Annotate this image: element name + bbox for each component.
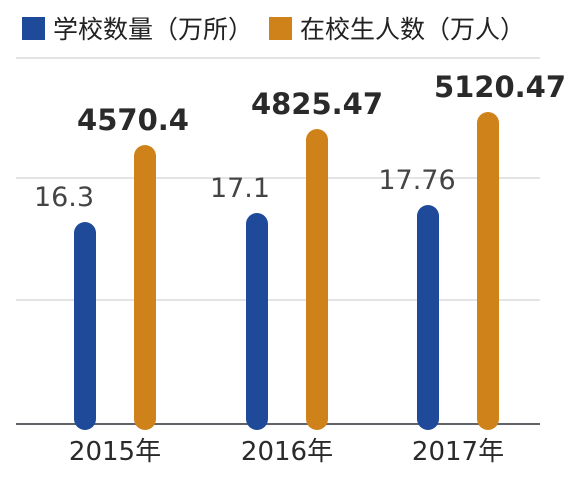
student-bar-0 (134, 145, 156, 430)
legend-label-schools: 学校数量（万所） (53, 15, 254, 44)
student-bar-1 (306, 129, 328, 430)
legend-swatch-students (269, 16, 293, 40)
x-tick-label-0: 2015年 (69, 437, 161, 467)
school-value-label-2: 17.76 (378, 165, 455, 196)
legend-item-students: 在校生人数（万人） (269, 10, 525, 46)
school-bar-1 (246, 213, 268, 430)
student-value-label-2: 5120.47 (434, 70, 566, 104)
legend-label-students: 在校生人数（万人） (300, 15, 526, 44)
x-tick-label-1: 2016年 (241, 437, 333, 467)
school-value-label-0: 16.3 (34, 182, 94, 213)
school-bar-2 (417, 205, 439, 430)
student-value-label-1: 4825.47 (251, 87, 383, 121)
school-value-label-1: 17.1 (210, 173, 270, 204)
student-value-label-0: 4570.4 (77, 103, 189, 137)
legend-swatch-schools (22, 16, 45, 40)
legend: 学校数量（万所） 在校生人数（万人） (22, 12, 541, 44)
x-tick-label-2: 2017年 (412, 437, 504, 467)
legend-item-schools: 学校数量（万所） (22, 10, 253, 46)
student-bar-2 (477, 112, 499, 430)
school-bar-0 (74, 222, 96, 430)
